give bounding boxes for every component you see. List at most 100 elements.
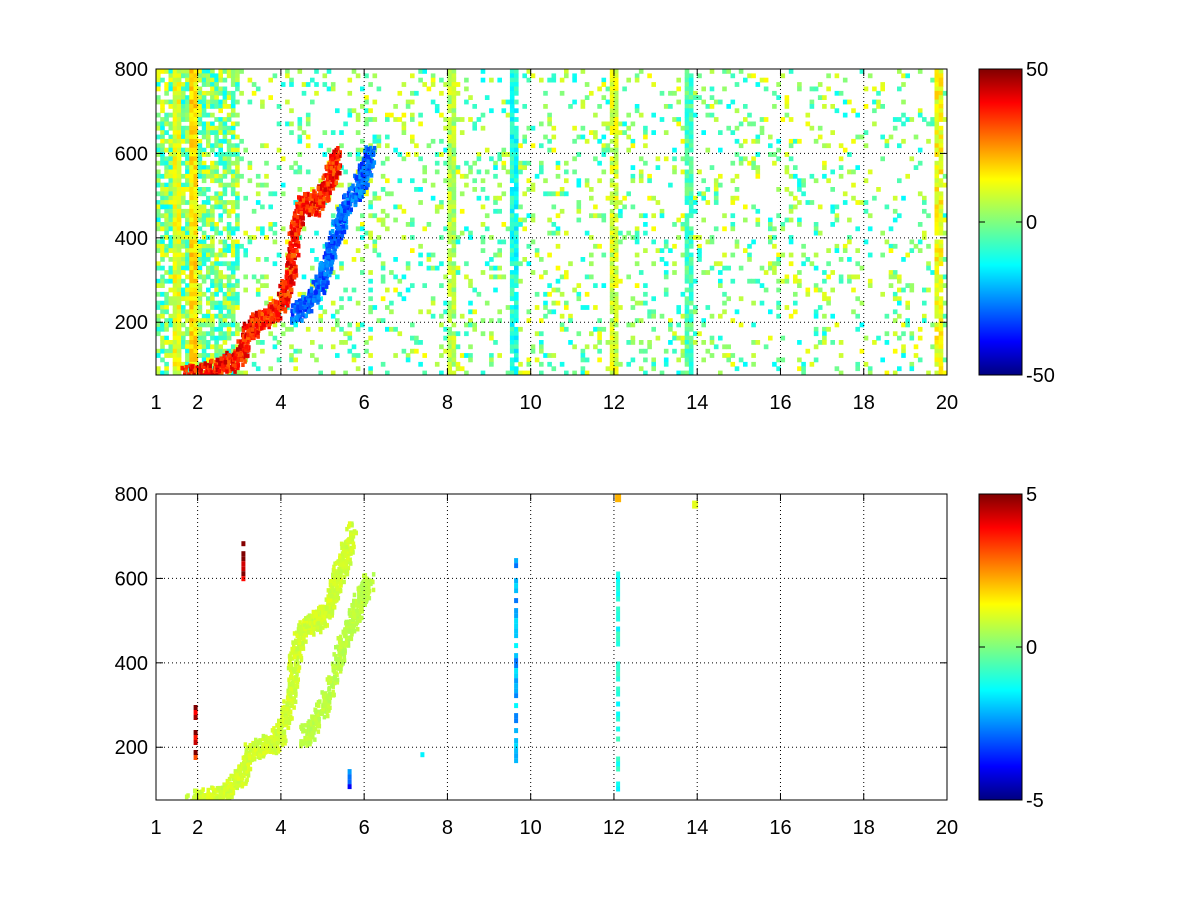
heatmap-cell xyxy=(263,316,267,321)
heatmap-cell xyxy=(367,164,372,169)
heatmap-cell xyxy=(530,348,536,354)
heatmap-cell xyxy=(613,313,619,319)
heatmap-cell xyxy=(218,178,223,184)
heatmap-cell xyxy=(834,322,840,328)
heatmap-cell xyxy=(422,178,427,184)
heatmap-cell xyxy=(534,305,540,310)
heatmap-cell xyxy=(514,125,519,131)
heatmap-cell xyxy=(318,191,322,196)
heatmap-cell xyxy=(160,117,165,122)
heatmap-cell xyxy=(160,252,165,258)
heatmap-cell xyxy=(892,125,898,131)
heatmap-cell xyxy=(181,73,186,79)
heatmap-cell xyxy=(468,95,473,100)
heatmap-cell xyxy=(160,77,165,83)
heatmap-cell xyxy=(888,270,894,275)
heatmap-cell xyxy=(713,182,719,188)
heatmap-cell xyxy=(509,200,515,205)
heatmap-cell xyxy=(156,143,161,149)
heatmap-cell xyxy=(684,318,690,323)
heatmap-cell xyxy=(197,340,203,345)
heatmap-cell xyxy=(447,117,452,122)
heatmap-cell xyxy=(514,239,519,245)
heatmap-cell xyxy=(156,366,161,372)
heatmap-cell xyxy=(181,138,186,144)
heatmap-cell xyxy=(718,261,723,267)
heatmap-cell xyxy=(609,335,615,341)
heatmap-cell xyxy=(235,326,240,332)
heatmap-cell xyxy=(459,353,465,358)
heatmap-cell xyxy=(225,369,229,374)
heatmap-cell xyxy=(518,165,523,170)
heatmap-cell xyxy=(597,331,602,337)
heatmap-cell xyxy=(451,69,457,74)
heatmap-cell xyxy=(455,331,461,337)
heatmap-cell xyxy=(189,138,194,144)
heatmap-cell xyxy=(634,300,640,306)
heatmap-cell xyxy=(726,353,731,358)
heatmap-cell xyxy=(343,239,348,245)
heatmap-cell xyxy=(376,86,382,92)
heatmap-cell xyxy=(668,248,673,253)
heatmap-cell xyxy=(626,274,631,280)
heatmap-cell xyxy=(331,186,336,191)
heatmap-cell xyxy=(258,312,262,318)
heatmap-cell xyxy=(320,185,324,191)
heatmap-cell xyxy=(576,291,582,297)
heatmap-cell xyxy=(509,82,515,87)
heatmap-cell xyxy=(934,117,940,122)
heatmap-cell xyxy=(160,204,165,210)
heatmap-cell xyxy=(688,243,694,249)
heatmap-cell xyxy=(863,200,869,205)
heatmap-cell xyxy=(709,165,715,170)
heatmap-cell xyxy=(189,222,194,227)
heatmap-cell xyxy=(447,261,452,267)
heatmap-cell xyxy=(634,252,640,258)
heatmap-cell xyxy=(160,222,165,227)
heatmap-cell xyxy=(451,95,457,100)
heatmap-cell xyxy=(705,112,711,118)
heatmap-cell xyxy=(255,200,261,205)
heatmap-cell xyxy=(247,165,253,170)
heatmap-cell xyxy=(197,165,203,170)
heatmap-cell xyxy=(226,143,232,149)
heatmap-cell xyxy=(201,152,207,157)
heatmap-cell xyxy=(358,193,362,198)
heatmap-cell xyxy=(204,380,208,385)
heatmap-cell xyxy=(189,377,193,382)
heatmap-cell xyxy=(349,207,353,212)
heatmap-cell xyxy=(838,370,844,375)
heatmap-cell xyxy=(847,169,852,175)
heatmap-cell xyxy=(630,340,636,345)
heatmap-cell xyxy=(684,235,690,240)
heatmap-cell xyxy=(292,237,296,242)
heatmap-cell xyxy=(156,121,161,127)
heatmap-cell xyxy=(501,239,507,245)
heatmap-cell xyxy=(160,326,165,332)
heatmap-cell xyxy=(176,370,182,375)
heatmap-cell xyxy=(901,353,906,358)
heatmap-cell xyxy=(447,86,452,92)
heatmap-cell xyxy=(922,117,927,122)
heatmap-cell xyxy=(376,235,382,240)
heatmap-cell xyxy=(443,117,448,122)
heatmap-cell xyxy=(234,351,238,357)
heatmap-cell xyxy=(168,239,174,245)
heatmap-cell xyxy=(464,353,469,358)
heatmap-cell xyxy=(613,77,619,83)
heatmap-cell xyxy=(172,335,178,341)
heatmap-cell xyxy=(688,274,694,280)
heatmap-cell xyxy=(484,300,490,306)
heatmap-cell xyxy=(347,192,351,198)
heatmap-cell xyxy=(688,318,694,323)
heatmap-cell xyxy=(851,108,856,114)
heatmap-cell xyxy=(801,182,806,188)
heatmap-cell xyxy=(539,344,544,350)
heatmap-cell xyxy=(293,255,297,261)
heatmap-cell xyxy=(380,217,386,223)
heatmap-cell xyxy=(193,340,199,345)
heatmap-cell xyxy=(189,335,194,341)
heatmap-cell xyxy=(336,238,341,244)
heatmap-cell xyxy=(505,305,511,310)
heatmap-cell xyxy=(164,165,169,170)
